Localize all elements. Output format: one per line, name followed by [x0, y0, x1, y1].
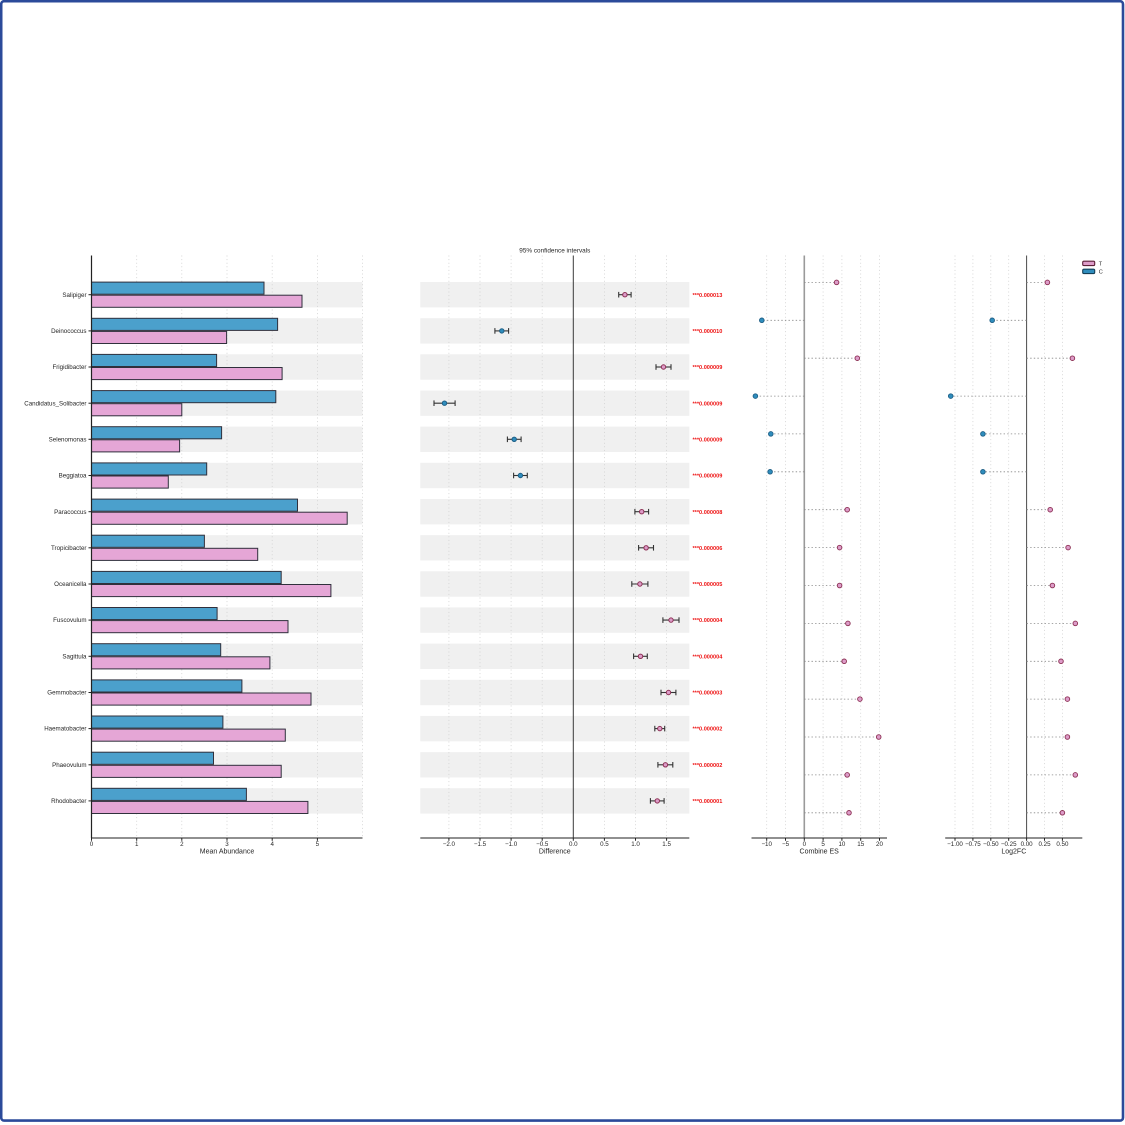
svg-text:0.50: 0.50 — [1056, 841, 1069, 848]
svg-text:Log2FC: Log2FC — [1001, 849, 1026, 856]
svg-text:***0.000009: ***0.000009 — [693, 437, 723, 443]
svg-text:Haematobacter: Haematobacter — [44, 726, 86, 733]
svg-text:0.00: 0.00 — [1021, 841, 1034, 848]
svg-text:20: 20 — [876, 841, 883, 848]
svg-text:***0.000009: ***0.000009 — [693, 401, 723, 407]
svg-text:***0.000001: ***0.000001 — [693, 799, 723, 805]
svg-text:15: 15 — [857, 841, 864, 848]
svg-text:1: 1 — [135, 841, 139, 848]
svg-text:Selenomonas: Selenomonas — [49, 436, 87, 443]
svg-text:−2.0: −2.0 — [443, 841, 456, 848]
svg-text:0.25: 0.25 — [1038, 841, 1051, 848]
svg-text:95% confidence intervals: 95% confidence intervals — [519, 247, 590, 254]
svg-text:Salipiger: Salipiger — [62, 292, 86, 299]
svg-text:T: T — [1099, 261, 1103, 267]
svg-text:−1.00: −1.00 — [947, 841, 963, 848]
svg-text:0: 0 — [803, 841, 807, 848]
svg-text:4: 4 — [270, 841, 274, 848]
svg-text:Mean Abundance: Mean Abundance — [200, 849, 255, 856]
svg-text:Gemmobacter: Gemmobacter — [47, 690, 86, 697]
svg-text:***0.000013: ***0.000013 — [693, 293, 723, 299]
svg-text:***0.000009: ***0.000009 — [693, 474, 723, 480]
svg-text:−1.5: −1.5 — [474, 841, 487, 848]
svg-text:Fuscovulum: Fuscovulum — [53, 617, 86, 624]
svg-text:Tropicibacter: Tropicibacter — [51, 545, 87, 552]
svg-text:0: 0 — [90, 841, 94, 848]
svg-text:10: 10 — [838, 841, 845, 848]
svg-text:1.0: 1.0 — [631, 841, 640, 848]
svg-text:***0.000005: ***0.000005 — [693, 582, 723, 588]
svg-text:−1.0: −1.0 — [505, 841, 518, 848]
svg-text:Frigidibacter: Frigidibacter — [52, 364, 86, 371]
svg-text:***0.000002: ***0.000002 — [693, 727, 723, 733]
svg-text:−0.5: −0.5 — [536, 841, 549, 848]
svg-text:Candidatus_Solibacter: Candidatus_Solibacter — [24, 400, 86, 407]
svg-text:Oceanicella: Oceanicella — [54, 581, 87, 588]
svg-text:0.5: 0.5 — [600, 841, 609, 848]
svg-text:***0.000004: ***0.000004 — [693, 618, 724, 624]
svg-text:***0.000002: ***0.000002 — [693, 763, 723, 769]
svg-text:Paracoccus: Paracoccus — [54, 509, 86, 516]
svg-text:***0.000003: ***0.000003 — [693, 691, 723, 697]
svg-text:−0.50: −0.50 — [983, 841, 999, 848]
svg-text:1.5: 1.5 — [662, 841, 671, 848]
svg-text:***0.000008: ***0.000008 — [693, 510, 723, 516]
svg-text:−0.75: −0.75 — [965, 841, 981, 848]
svg-text:Difference: Difference — [539, 849, 571, 856]
svg-text:Phaeovulum: Phaeovulum — [52, 762, 86, 769]
svg-text:−0.25: −0.25 — [1001, 841, 1017, 848]
svg-text:3: 3 — [225, 841, 229, 848]
svg-text:C: C — [1099, 269, 1103, 275]
svg-text:Sagittula: Sagittula — [62, 653, 87, 660]
svg-text:5: 5 — [821, 841, 825, 848]
svg-text:−5: −5 — [782, 841, 790, 848]
svg-text:Deinococcus: Deinococcus — [51, 328, 86, 335]
svg-text:0.0: 0.0 — [569, 841, 578, 848]
svg-text:***0.000004: ***0.000004 — [693, 654, 724, 660]
svg-text:5: 5 — [316, 841, 320, 848]
svg-text:2: 2 — [180, 841, 184, 848]
svg-text:Beggiatoa: Beggiatoa — [59, 473, 87, 480]
svg-text:***0.000010: ***0.000010 — [693, 329, 723, 335]
svg-text:−10: −10 — [761, 841, 772, 848]
svg-text:***0.000006: ***0.000006 — [693, 546, 723, 552]
svg-text:Combine ES: Combine ES — [800, 849, 840, 856]
svg-text:***0.000009: ***0.000009 — [693, 365, 723, 371]
svg-text:Rhodobacter: Rhodobacter — [51, 798, 86, 805]
